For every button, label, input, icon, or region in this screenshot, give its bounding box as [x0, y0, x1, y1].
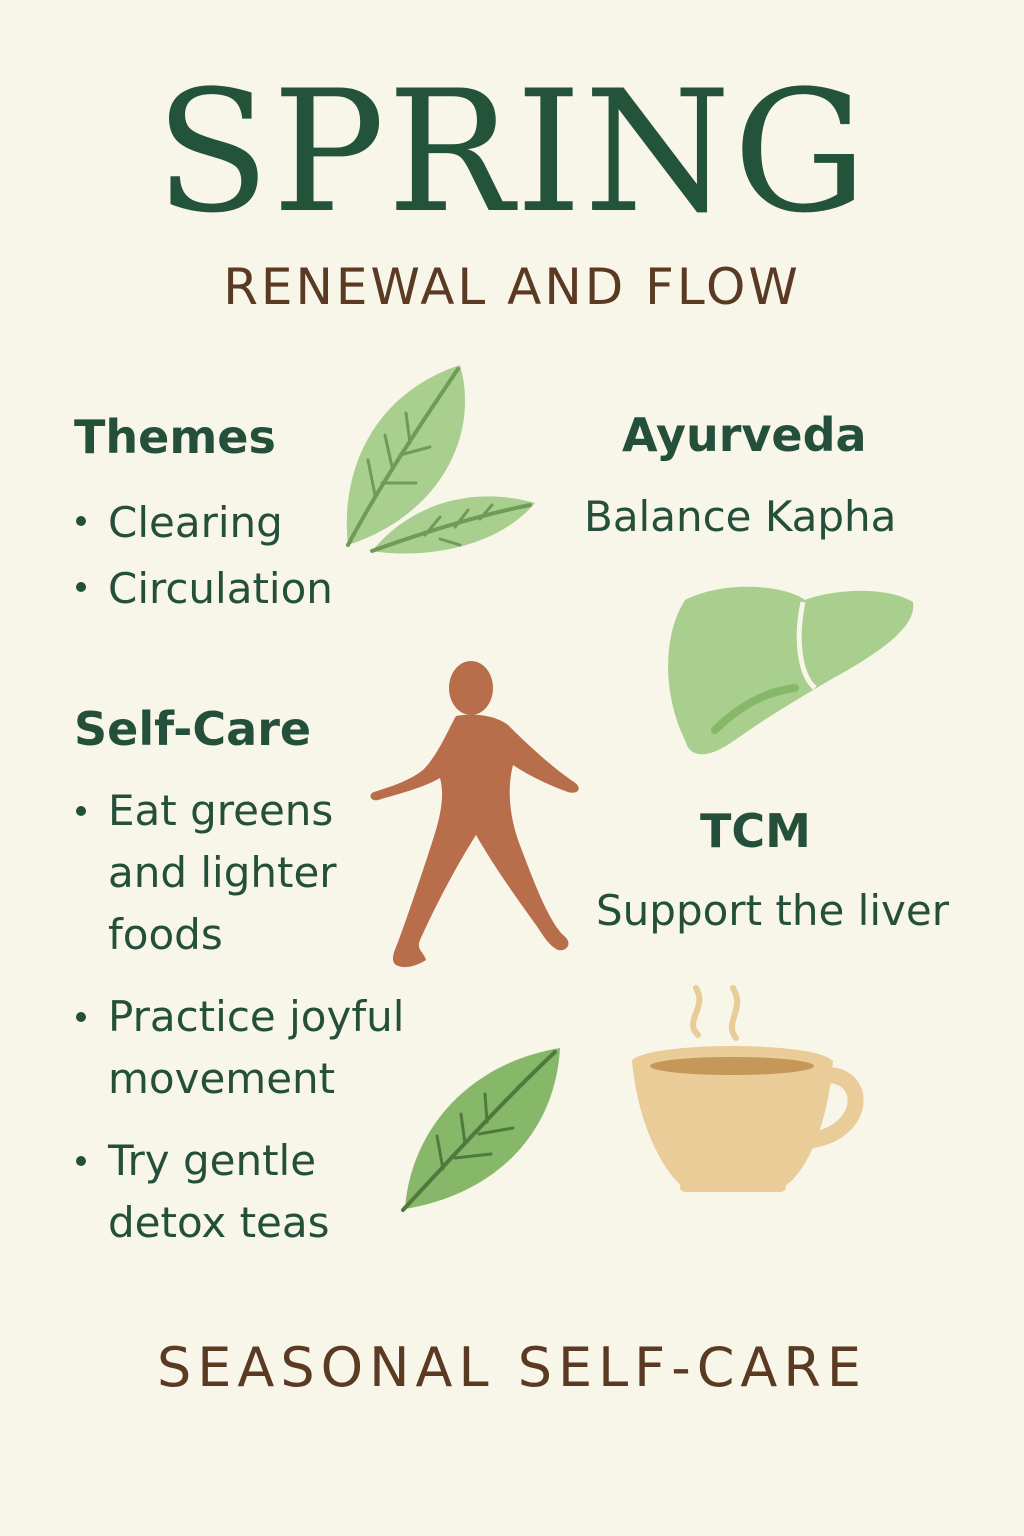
list-item-line: detox teas	[108, 1198, 330, 1247]
ayurveda-text: Balance Kapha	[584, 492, 897, 541]
leaf-icon	[346, 365, 535, 554]
list-item: Eat greens and lighter foods	[72, 780, 404, 966]
tcm-heading: TCM	[700, 804, 811, 858]
self-care-heading: Self-Care	[74, 702, 312, 756]
page-title: SPRING	[154, 54, 870, 250]
list-item: Practice joyful movement	[72, 986, 404, 1110]
list-item-line: foods	[108, 910, 223, 959]
list-item-line: Practice joyful	[108, 992, 405, 1041]
list-item-line: and lighter	[108, 848, 337, 897]
page-footer: SEASONAL SELF-CARE	[156, 1336, 867, 1399]
walking-person-icon	[370, 661, 579, 968]
list-item-line: movement	[108, 1054, 336, 1103]
list-item: Clearing	[72, 490, 333, 556]
list-item-line: Eat greens	[108, 786, 334, 835]
list-item-line: Try gentle	[108, 1136, 317, 1185]
list-item: Try gentle detox teas	[72, 1130, 404, 1254]
leaf-icon	[401, 1048, 560, 1212]
list-item: Circulation	[72, 556, 333, 622]
liver-icon	[668, 586, 914, 755]
tcm-text: Support the liver	[596, 886, 949, 935]
ayurveda-heading: Ayurveda	[622, 408, 867, 462]
tea-cup-icon	[632, 985, 864, 1192]
themes-list: Clearing Circulation	[72, 490, 333, 622]
themes-heading: Themes	[74, 410, 276, 464]
self-care-list: Eat greens and lighter foods Practice jo…	[72, 780, 404, 1274]
page-subtitle: RENEWAL AND FLOW	[223, 258, 801, 316]
